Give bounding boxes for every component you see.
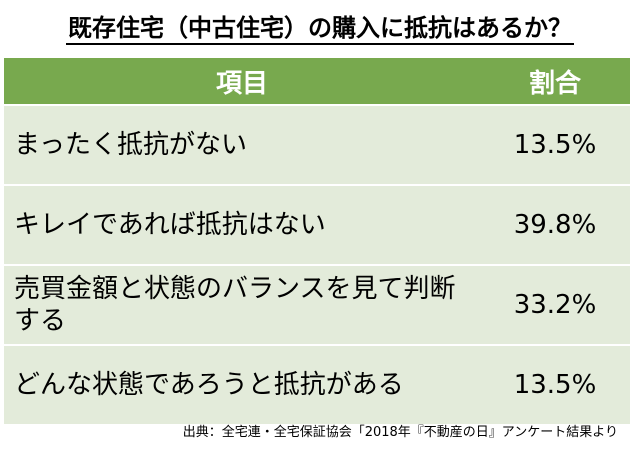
row-ratio: 33.2% <box>480 264 630 345</box>
source-note: 出典：全宅連・全宅保証協会「2018年『不動産の日』アンケート結果より <box>182 425 618 440</box>
page-title: 既存住宅（中古住宅）の購入に抵抗はあるか？ <box>0 12 640 45</box>
row-item: どんな状態であろうと抵抗がある <box>4 344 480 424</box>
survey-table: 項目 割合 まったく抵抗がない 13.5% キレイであれば抵抗はない 39.8%… <box>4 56 630 424</box>
header-item: 項目 <box>4 56 480 105</box>
table-header-row: 項目 割合 <box>4 56 630 105</box>
row-ratio: 13.5% <box>480 104 630 185</box>
row-item: まったく抵抗がない <box>4 104 480 185</box>
table-row: キレイであれば抵抗はない 39.8% <box>4 184 630 265</box>
row-ratio: 39.8% <box>480 184 630 265</box>
table-row: 売買金額と状態のバランスを見て判断する 33.2% <box>4 264 630 345</box>
row-item: キレイであれば抵抗はない <box>4 184 480 265</box>
table-row: どんな状態であろうと抵抗がある 13.5% <box>4 344 630 424</box>
row-item: 売買金額と状態のバランスを見て判断する <box>4 264 480 345</box>
row-ratio: 13.5% <box>480 344 630 424</box>
header-ratio: 割合 <box>480 56 630 105</box>
table-row: まったく抵抗がない 13.5% <box>4 104 630 185</box>
title-text: 既存住宅（中古住宅）の購入に抵抗はあるか？ <box>66 14 574 45</box>
